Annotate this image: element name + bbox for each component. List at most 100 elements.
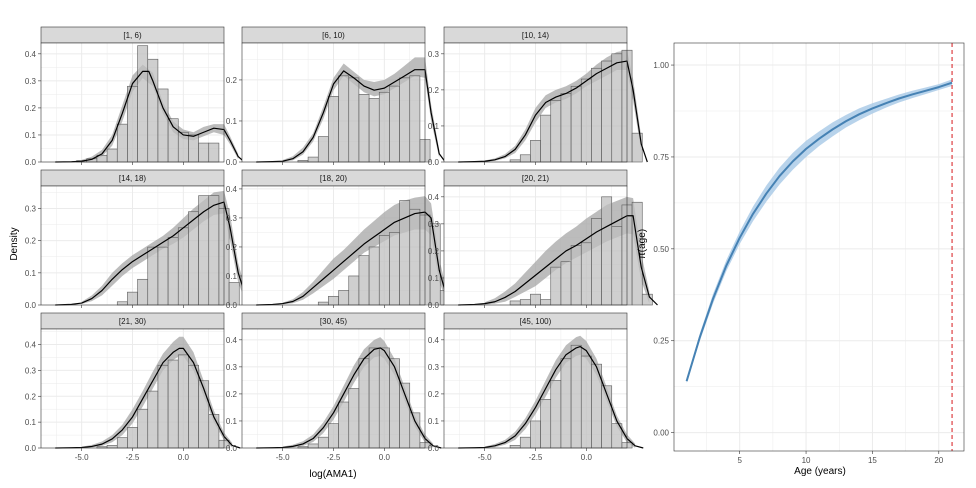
y-tick-label: 0.0 [428,158,440,167]
facet-panel: [30, 45) 0.0 0.1 0.2 0.3 0.4 -5.0 -2.5 0.0 [226,312,442,462]
facet-panel: [18, 20) 0.0 0.1 0.2 0.3 0.4 [226,169,456,310]
curve-ribbon [686,79,953,383]
density-line [55,347,241,449]
histogram-bar [550,100,562,163]
histogram-bar [137,45,149,163]
histogram-bar [157,364,169,449]
histogram-bar [601,60,613,163]
histogram-bar [631,201,643,306]
y-tick-label: 0.0 [226,158,238,167]
y-tick-label: 0.2 [428,390,440,399]
histogram-bar [358,255,370,306]
y-tick-label: 0.0 [226,301,238,310]
density-line [256,69,446,163]
histogram-bar [116,123,128,163]
faceted-histograms: [1, 6)0.00.10.20.30.4[6, 10)0.00.10.2[10… [25,26,658,462]
facet-panel: [14, 18) 0.0 0.1 0.2 0.3 [25,169,255,310]
histogram-bar [509,300,521,306]
y-tick-label: 0.3 [428,50,440,59]
histogram-bar [198,142,210,163]
density-line [458,60,648,163]
histogram-bar [147,246,159,306]
histogram-bar [147,58,159,163]
y-tick-label: 0.1 [25,269,37,278]
histogram-bar [338,290,350,306]
x-tick-label: -5.0 [75,453,89,462]
y-tick-label: 0.0 [25,444,37,453]
y-tick-label: 0.2 [226,243,238,252]
pi-age-curve-panel: 0.00 0.25 0.50 0.75 1.00 5 10 15 20 [653,42,965,465]
histogram-bar [188,364,199,449]
histogram-bar [198,380,210,449]
histogram-bar [127,85,138,163]
histogram-bar [550,266,562,306]
histogram-bar [328,423,339,449]
y-tick-label: 0.4 [226,185,238,194]
x-tick-label: 0.0 [581,453,593,462]
x-tick-label: 0.0 [379,453,391,462]
histogram-bar [167,359,179,449]
histogram-bar [338,75,350,163]
histogram-bar [409,412,421,449]
histogram-bar [509,159,521,163]
histogram-bar [519,154,531,163]
histogram-bar [368,246,380,306]
y-tick-label: 0.1 [25,131,37,140]
y-tick-label: 0.1 [226,272,238,281]
x-tick-label: -2.5 [327,453,341,462]
pi-age-curve-line [685,81,953,382]
x-tick-label: 10 [802,456,811,465]
facet-strip-label: [10, 14) [522,31,549,40]
histogram-bar [208,195,220,306]
facet-panel: [21, 30) 0.0 0.1 0.2 0.3 0.4 -5.0 -2.5 0.0 [25,312,241,462]
x-tick-label: -5.0 [478,453,492,462]
histogram-bar [591,67,602,163]
histogram-bar [167,237,179,306]
histogram-bar [177,354,189,449]
density-ribbon [484,335,636,448]
y-tick-label: 0.0 [428,444,440,453]
histogram-bar [519,436,531,449]
histogram-bar [358,358,370,449]
facet-strip-label: [20, 21) [522,174,549,183]
y-tick-label: 0.4 [428,193,440,202]
y-tick-label: 0.4 [25,50,37,59]
histogram-bar [409,75,421,163]
y-tick-label: 0.1 [25,418,37,427]
histogram-bar [348,275,360,306]
facet-panel: [6, 10) 0.0 0.1 0.2 [226,26,446,167]
histogram-bar [228,282,240,306]
histogram-bar [409,208,421,306]
axis-titles-curve: Age (years) π(age) [637,229,846,477]
histogram-bar [328,295,339,306]
histogram-bar [509,444,521,449]
histogram-bar [368,347,380,449]
y-tick-label: 0.1 [226,117,238,126]
histogram-bar [560,358,572,449]
y-tick-label: 0.4 [428,336,440,345]
histogram-bar [601,196,613,306]
y-tick-label: 0.4 [226,336,238,345]
histogram-bar [177,131,189,163]
density-line [256,347,442,449]
histogram-bar [177,227,189,306]
histogram-bar [188,211,199,306]
facet-panel: [45, 100) 0.0 0.1 0.2 0.3 0.4 -5.0 -2.5 0.0 [428,312,644,462]
histogram-bar [611,53,623,163]
x-tick-label: -2.5 [126,453,140,462]
y-tick-label: 0.2 [428,86,440,95]
y-tick-label: 0.3 [226,214,238,223]
y-tick-label: 0.0 [25,158,37,167]
x-tick-label: -2.5 [529,453,543,462]
y-tick-label: 0.3 [428,363,440,372]
facet-strip-label: [1, 6) [123,31,142,40]
histogram-bar [188,134,199,163]
y-tick-label: 0.1 [226,417,238,426]
y-tick-label: 0.1 [428,417,440,426]
y-tick-label: 0.3 [226,363,238,372]
y-tick-label: 0.50 [653,245,669,254]
histogram-bar [328,96,339,163]
histogram-bar [389,85,400,163]
facet-strip-label: [21, 30) [119,317,146,326]
